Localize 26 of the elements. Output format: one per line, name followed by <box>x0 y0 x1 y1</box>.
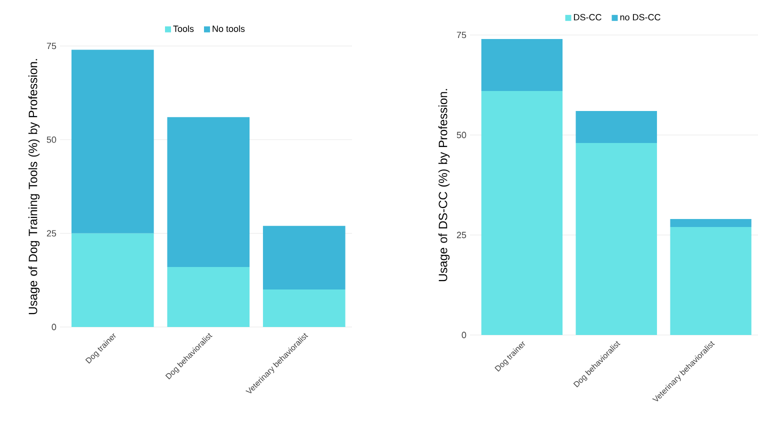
bar <box>576 111 657 143</box>
y-tick-label: 75 <box>46 42 56 50</box>
bar <box>167 267 250 327</box>
bar <box>167 117 250 268</box>
y-tick-label: 25 <box>46 230 56 237</box>
bar <box>670 219 752 227</box>
bar <box>481 39 563 91</box>
bar <box>71 233 154 327</box>
bar <box>481 91 563 335</box>
bar <box>262 226 346 290</box>
y-axis-title: Usage of DS-CC (%) by Profession. <box>438 89 450 282</box>
y-tick-label: 0 <box>462 332 466 338</box>
legend-label: Tools <box>173 25 194 32</box>
bar <box>262 290 346 327</box>
y-tick-label: 0 <box>52 324 56 330</box>
bar <box>71 50 154 234</box>
bar <box>670 227 752 335</box>
y-tick-label: 75 <box>456 32 466 38</box>
bar <box>576 143 657 335</box>
y-tick-label: 25 <box>456 232 466 238</box>
y-tick-label: 50 <box>46 136 56 143</box>
y-axis-title: Usage of Dog Training Tools (%) by Profession. <box>28 59 40 314</box>
legend-label: No tools <box>212 25 245 32</box>
y-tick-label: 50 <box>456 132 466 138</box>
legend-label: DS-CC <box>574 14 602 20</box>
legend-label: no DS-CC <box>620 14 660 20</box>
